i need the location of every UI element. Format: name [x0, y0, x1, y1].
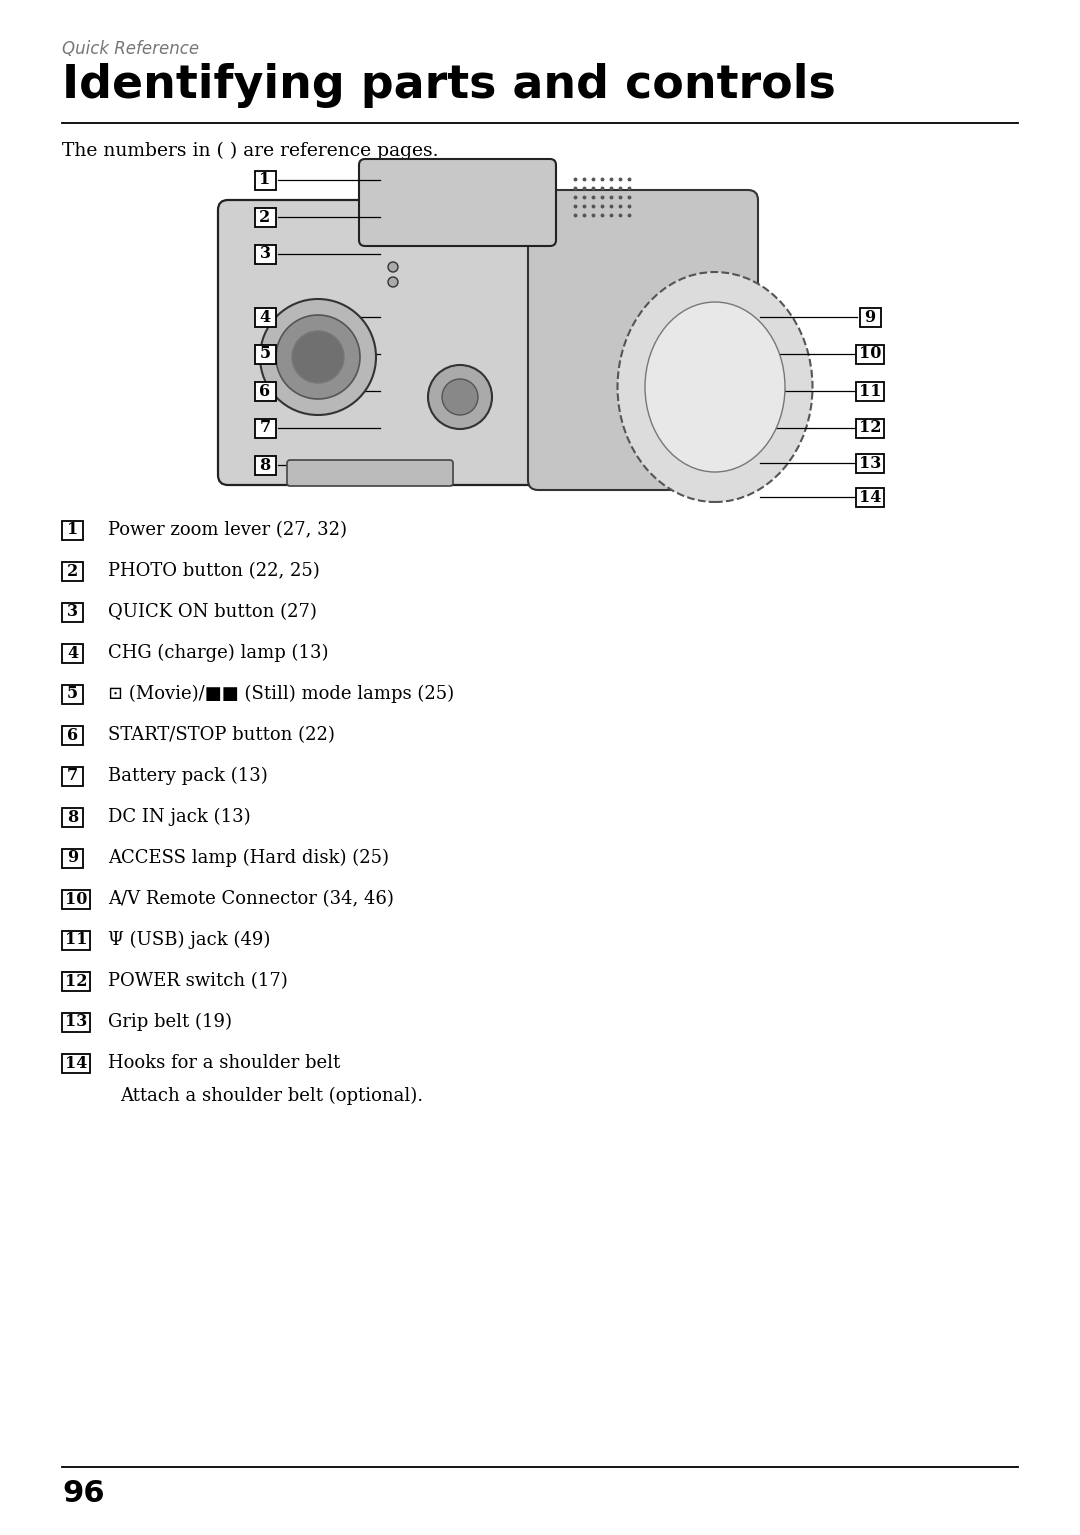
Text: DC IN jack (13): DC IN jack (13): [108, 807, 251, 826]
Text: PHOTO button (22, 25): PHOTO button (22, 25): [108, 562, 320, 580]
Text: 13: 13: [65, 1013, 87, 1030]
FancyBboxPatch shape: [255, 456, 275, 474]
Text: Ψ (USB) jack (49): Ψ (USB) jack (49): [108, 930, 270, 949]
FancyBboxPatch shape: [62, 726, 83, 744]
Text: 1: 1: [259, 172, 271, 189]
Text: Quick Reference: Quick Reference: [62, 40, 199, 58]
Text: 10: 10: [859, 345, 881, 362]
Text: 96: 96: [62, 1478, 105, 1507]
FancyBboxPatch shape: [62, 1053, 90, 1073]
Text: Grip belt (19): Grip belt (19): [108, 1013, 232, 1032]
Text: The numbers in ( ) are reference pages.: The numbers in ( ) are reference pages.: [62, 143, 438, 160]
Text: 9: 9: [864, 309, 876, 325]
FancyBboxPatch shape: [856, 453, 885, 473]
Text: A/V Remote Connector (34, 46): A/V Remote Connector (34, 46): [108, 890, 394, 909]
Text: 4: 4: [259, 309, 271, 325]
FancyBboxPatch shape: [255, 382, 275, 401]
Text: Hooks for a shoulder belt: Hooks for a shoulder belt: [108, 1055, 340, 1071]
Circle shape: [276, 315, 360, 399]
FancyBboxPatch shape: [255, 170, 275, 189]
Circle shape: [428, 365, 492, 428]
FancyBboxPatch shape: [62, 930, 90, 950]
Text: Power zoom lever (27, 32): Power zoom lever (27, 32): [108, 520, 347, 539]
Ellipse shape: [618, 272, 812, 502]
FancyBboxPatch shape: [62, 766, 83, 786]
Text: Identifying parts and controls: Identifying parts and controls: [62, 63, 836, 107]
Text: 9: 9: [67, 849, 78, 866]
Circle shape: [292, 332, 345, 384]
Text: 5: 5: [67, 686, 78, 703]
Text: 8: 8: [67, 809, 78, 826]
FancyBboxPatch shape: [62, 643, 83, 663]
Text: 5: 5: [259, 345, 271, 362]
FancyBboxPatch shape: [62, 520, 83, 539]
Text: 12: 12: [65, 973, 87, 990]
FancyBboxPatch shape: [255, 244, 275, 264]
Text: 3: 3: [67, 603, 78, 620]
Text: 7: 7: [67, 768, 78, 784]
FancyBboxPatch shape: [255, 419, 275, 437]
Text: CHG (charge) lamp (13): CHG (charge) lamp (13): [108, 643, 328, 662]
FancyBboxPatch shape: [62, 889, 90, 909]
FancyBboxPatch shape: [255, 344, 275, 364]
Circle shape: [388, 276, 399, 287]
FancyBboxPatch shape: [62, 562, 83, 580]
Text: 6: 6: [259, 382, 271, 399]
Text: 14: 14: [859, 488, 881, 505]
FancyBboxPatch shape: [62, 972, 90, 990]
FancyBboxPatch shape: [62, 1013, 90, 1032]
Text: 10: 10: [65, 890, 87, 907]
FancyBboxPatch shape: [359, 160, 556, 246]
FancyBboxPatch shape: [218, 200, 548, 485]
FancyBboxPatch shape: [287, 460, 453, 487]
Text: ⊡ (Movie)/■■ (Still) mode lamps (25): ⊡ (Movie)/■■ (Still) mode lamps (25): [108, 685, 454, 703]
Text: ACCESS lamp (Hard disk) (25): ACCESS lamp (Hard disk) (25): [108, 849, 389, 867]
Text: 6: 6: [67, 726, 78, 743]
FancyBboxPatch shape: [528, 190, 758, 490]
Text: QUICK ON button (27): QUICK ON button (27): [108, 603, 316, 622]
FancyBboxPatch shape: [255, 307, 275, 327]
Circle shape: [260, 299, 376, 414]
FancyBboxPatch shape: [856, 488, 885, 507]
Text: 7: 7: [259, 419, 271, 436]
FancyBboxPatch shape: [62, 603, 83, 622]
Text: 2: 2: [67, 562, 78, 580]
FancyBboxPatch shape: [255, 207, 275, 227]
FancyBboxPatch shape: [856, 382, 885, 401]
FancyBboxPatch shape: [856, 419, 885, 437]
FancyBboxPatch shape: [62, 685, 83, 703]
Circle shape: [442, 379, 478, 414]
FancyBboxPatch shape: [860, 307, 880, 327]
Text: 1: 1: [67, 522, 78, 539]
Text: 2: 2: [259, 209, 271, 226]
Ellipse shape: [645, 302, 785, 471]
Circle shape: [388, 262, 399, 272]
Text: Attach a shoulder belt (optional).: Attach a shoulder belt (optional).: [120, 1087, 423, 1105]
Text: 8: 8: [259, 456, 271, 473]
Text: 14: 14: [65, 1055, 87, 1071]
Text: Battery pack (13): Battery pack (13): [108, 768, 268, 784]
Text: 3: 3: [259, 246, 270, 262]
Text: 12: 12: [859, 419, 881, 436]
Text: 13: 13: [859, 454, 881, 471]
FancyBboxPatch shape: [62, 849, 83, 867]
Text: 11: 11: [859, 382, 881, 399]
Text: POWER switch (17): POWER switch (17): [108, 972, 287, 990]
FancyBboxPatch shape: [856, 344, 885, 364]
FancyBboxPatch shape: [62, 807, 83, 826]
Text: START/STOP button (22): START/STOP button (22): [108, 726, 335, 744]
Text: 4: 4: [67, 645, 78, 662]
Text: 11: 11: [65, 932, 87, 949]
